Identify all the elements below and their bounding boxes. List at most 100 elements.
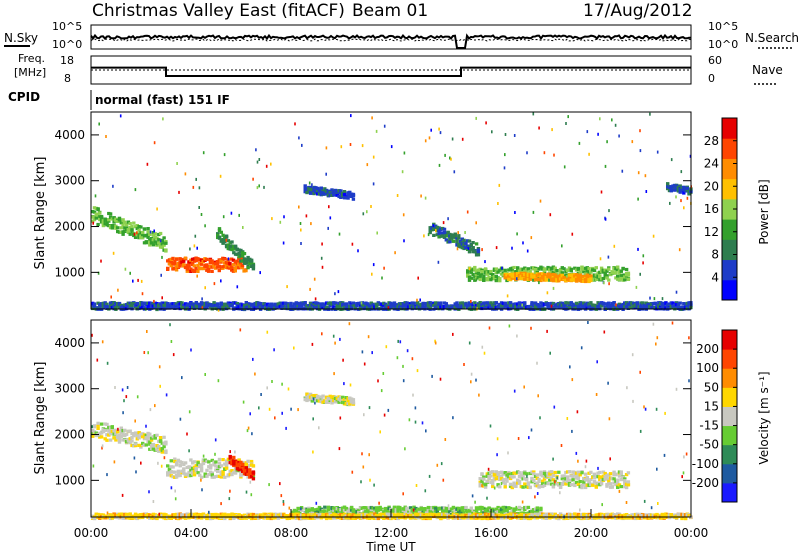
velocity-cell: [199, 466, 204, 470]
power-cell: [539, 274, 543, 278]
power-cell: [539, 278, 543, 283]
velocity-cell: [430, 510, 434, 514]
velocity-cell: [535, 476, 539, 480]
power-cell: [158, 231, 163, 236]
power-cell: [264, 303, 268, 307]
power-cell: [349, 194, 354, 198]
velocity-cell: [466, 510, 470, 514]
power-cell: [491, 273, 495, 277]
velocity-cell: [314, 508, 318, 512]
velocity-cell: [149, 438, 154, 442]
power-cell: [153, 303, 157, 308]
power-cell: [669, 302, 673, 306]
velocity-cell: [303, 397, 307, 401]
velocity-cell: [599, 477, 604, 482]
power-cell: [141, 301, 145, 305]
power-cell: [160, 242, 164, 246]
power-cell: [514, 272, 518, 276]
power-cell: [110, 301, 114, 305]
velocity-cell: [351, 401, 356, 405]
power-cell: [551, 306, 556, 310]
power-cell: [317, 192, 322, 196]
velocity-cell: [528, 510, 532, 514]
power-cell: [585, 301, 589, 305]
velocity-cell: [192, 465, 197, 469]
power-cell: [303, 190, 307, 194]
power-cell: [594, 266, 598, 270]
power-cell: [639, 303, 643, 307]
velocity-cell: [114, 428, 118, 432]
velocity-cell: [532, 508, 536, 512]
power-cell: [228, 244, 232, 249]
velocity-cell: [564, 482, 568, 486]
power-cell: [617, 302, 622, 307]
velocity-cell: [496, 505, 500, 510]
power-cell: [219, 239, 223, 243]
power-cell: [624, 301, 629, 305]
power-cell: [96, 207, 100, 211]
power-cell: [398, 302, 402, 306]
velocity-cell: [212, 460, 216, 464]
velocity-cell: [266, 514, 270, 518]
velocity-cell: [501, 472, 506, 476]
power-speckle: [283, 215, 285, 219]
power-cell: [332, 301, 336, 305]
power-cell: [503, 301, 507, 305]
power-cell: [489, 278, 493, 282]
power-cell: [389, 304, 393, 308]
power-speckle: [298, 136, 300, 140]
power-cell: [585, 303, 589, 307]
velocity-cell: [569, 478, 573, 482]
power-cell: [423, 305, 427, 309]
velocity-cell: [592, 479, 597, 484]
velocity-cell: [210, 471, 214, 475]
power-speckle: [495, 246, 498, 250]
power-cell: [199, 258, 204, 262]
velocity-cell: [403, 510, 407, 515]
velocity-cell: [153, 436, 157, 440]
velocity-cell: [491, 484, 495, 489]
velocity-cell: [341, 506, 345, 510]
power-cell: [592, 278, 597, 282]
power-cell: [348, 191, 352, 195]
freq-unit-label: [MHz]: [14, 66, 46, 79]
velocity-cell: [523, 477, 527, 481]
velocity-cell: [316, 510, 320, 514]
power-cell: [492, 305, 497, 309]
power-cell: [676, 306, 681, 310]
velocity-cell: [199, 475, 204, 479]
power-cell: [678, 184, 682, 188]
power-cell: [182, 306, 186, 310]
power-cell: [433, 303, 438, 307]
power-cell: [512, 302, 516, 306]
power-cell: [576, 277, 581, 281]
power-cell: [124, 303, 129, 307]
power-speckle: [219, 174, 222, 178]
power-cell: [598, 306, 602, 310]
velocity-cell: [91, 429, 95, 433]
velocity-cell: [576, 470, 581, 474]
power-cell: [142, 234, 147, 238]
power-speckle: [258, 184, 260, 188]
velocity-cell: [239, 471, 243, 475]
power-cell: [539, 301, 543, 305]
power-cell: [458, 241, 463, 245]
power-cell: [232, 246, 236, 250]
velocity-cell: [162, 516, 166, 520]
power-cell: [619, 276, 623, 281]
velocity-cell: [367, 506, 372, 510]
power-cell: [198, 267, 202, 271]
power-speckle: [653, 297, 656, 301]
power-cell: [380, 304, 384, 308]
velocity-cell: [462, 506, 466, 510]
power-cell: [610, 301, 614, 306]
power-cell: [619, 306, 623, 310]
power-cell: [101, 221, 106, 225]
power-cell: [324, 192, 329, 196]
velocity-cell: [176, 458, 181, 462]
power-speckle: [313, 277, 316, 281]
velocity-cell: [144, 514, 148, 518]
velocity-cell: [607, 479, 611, 483]
velocity-cell: [478, 480, 482, 484]
power-cell: [217, 228, 222, 233]
